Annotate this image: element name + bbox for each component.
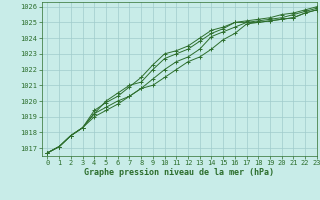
X-axis label: Graphe pression niveau de la mer (hPa): Graphe pression niveau de la mer (hPa) bbox=[84, 168, 274, 177]
